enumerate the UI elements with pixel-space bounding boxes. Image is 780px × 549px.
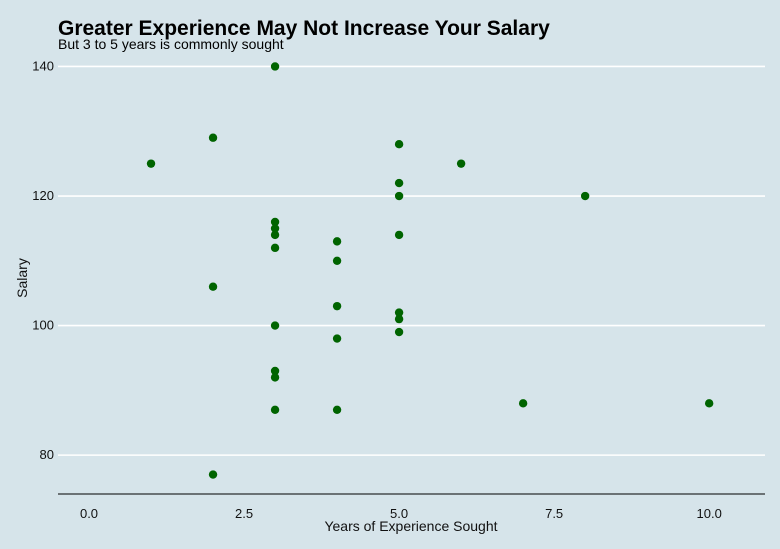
data-point: [270, 62, 280, 71]
data-point: [270, 373, 280, 382]
x-tick-label: 2.5: [235, 506, 253, 521]
data-point: [394, 140, 404, 149]
data-point: [394, 327, 404, 337]
y-tick-labels: 80 100 120 140: [32, 58, 54, 462]
data-point: [270, 217, 280, 227]
y-tick-label: 140: [32, 58, 54, 73]
data-point: [332, 334, 342, 343]
data-point: [704, 399, 714, 408]
data-point: [394, 178, 404, 188]
data-point: [332, 256, 342, 266]
y-tick-label: 80: [40, 447, 54, 462]
data-point: [146, 159, 156, 168]
data-points: [146, 62, 714, 479]
x-tick-labels: 0.0 2.5 5.0 7.5 10.0: [80, 506, 722, 521]
x-tick-label: 10.0: [697, 506, 722, 521]
gridlines: [58, 65, 765, 456]
y-tick-label: 100: [32, 318, 54, 333]
data-point: [270, 366, 280, 376]
data-point: [394, 230, 404, 240]
data-point: [456, 159, 466, 168]
data-point: [208, 470, 218, 479]
data-point: [332, 237, 342, 246]
data-point: [270, 321, 280, 330]
data-point: [394, 191, 404, 201]
y-tick-label: 120: [32, 188, 54, 203]
data-point: [270, 405, 280, 414]
data-point: [518, 399, 528, 408]
data-point: [270, 230, 280, 240]
x-tick-label: 5.0: [390, 506, 408, 521]
data-point: [208, 133, 218, 142]
y-axis-label: Salary: [14, 258, 30, 298]
data-point: [208, 282, 218, 291]
data-point: [270, 224, 280, 233]
chart-subtitle: But 3 to 5 years is commonly sought: [58, 36, 284, 52]
chart-title: Greater Experience May Not Increase Your…: [58, 17, 550, 40]
data-point: [394, 314, 404, 324]
data-point: [270, 243, 280, 253]
x-tick-label: 7.5: [545, 506, 563, 521]
x-axis-label: Years of Experience Sought: [324, 518, 497, 534]
data-point: [580, 191, 590, 201]
data-point: [394, 308, 404, 317]
data-point: [332, 301, 342, 311]
x-tick-label: 0.0: [80, 506, 98, 521]
data-point: [332, 405, 342, 414]
